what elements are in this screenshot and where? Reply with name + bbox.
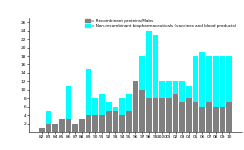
- Bar: [112, 107, 118, 111]
- Bar: [146, 31, 152, 98]
- Bar: [199, 52, 205, 107]
- Bar: [92, 98, 98, 115]
- Bar: [220, 107, 225, 132]
- Bar: [66, 85, 71, 119]
- Bar: [139, 90, 145, 132]
- Bar: [166, 81, 172, 98]
- Bar: [112, 111, 118, 132]
- Bar: [226, 56, 232, 102]
- Bar: [46, 111, 51, 124]
- Bar: [119, 115, 125, 132]
- Bar: [79, 119, 85, 132]
- Bar: [66, 119, 71, 132]
- Bar: [72, 124, 78, 132]
- Bar: [179, 81, 185, 102]
- Bar: [86, 69, 92, 115]
- Bar: [146, 98, 152, 132]
- Bar: [179, 102, 185, 132]
- Bar: [99, 94, 105, 115]
- Bar: [126, 111, 132, 132]
- Bar: [159, 98, 165, 132]
- Bar: [126, 94, 132, 111]
- Bar: [206, 56, 212, 102]
- Bar: [39, 128, 45, 132]
- Bar: [193, 102, 198, 132]
- Bar: [92, 115, 98, 132]
- Bar: [99, 115, 105, 132]
- Bar: [153, 35, 158, 98]
- Bar: [226, 102, 232, 132]
- Bar: [59, 119, 65, 132]
- Bar: [46, 124, 51, 132]
- Bar: [86, 115, 92, 132]
- Bar: [159, 81, 165, 98]
- Bar: [199, 107, 205, 132]
- Bar: [132, 81, 138, 132]
- Bar: [186, 85, 192, 98]
- Bar: [166, 98, 172, 132]
- Bar: [213, 107, 219, 132]
- Bar: [173, 81, 178, 94]
- Bar: [173, 94, 178, 132]
- Bar: [139, 56, 145, 90]
- Bar: [186, 98, 192, 132]
- Bar: [213, 56, 219, 107]
- Bar: [193, 56, 198, 102]
- Bar: [206, 102, 212, 132]
- Bar: [153, 98, 158, 132]
- Bar: [106, 111, 112, 132]
- Bar: [52, 124, 58, 132]
- Legend: = Recombinant proteins/Mabs, = Non-recombinant biopharmaceuticals (vaccines and : = Recombinant proteins/Mabs, = Non-recom…: [85, 19, 237, 28]
- Bar: [106, 102, 112, 111]
- Bar: [119, 98, 125, 115]
- Bar: [220, 56, 225, 107]
